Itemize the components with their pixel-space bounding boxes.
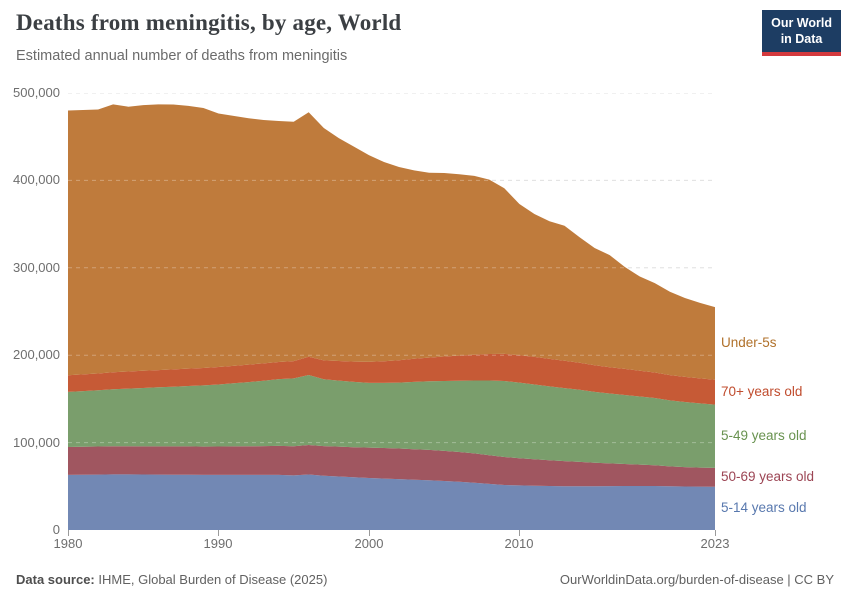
x-axis-tick-label-2010: 2010: [504, 536, 534, 551]
y-axis-tick-label-100000: 100,000: [13, 435, 60, 450]
owid-logo-line1: Our World: [771, 16, 832, 30]
legend-label-5-49-years-old[interactable]: 5-49 years old: [721, 428, 807, 443]
y-axis-tick-label-400000: 400,000: [13, 172, 60, 187]
legend-label-70-years-old[interactable]: 70+ years old: [721, 384, 803, 399]
y-axis-tick-label-200000: 200,000: [13, 347, 60, 362]
area-series-5-14-years-old[interactable]: [68, 474, 715, 530]
x-axis-tick-label-2000: 2000: [354, 536, 384, 551]
data-source-label: Data source:: [16, 572, 95, 587]
plot-area: [68, 93, 715, 530]
x-axis-tick-mark-2000: [369, 530, 370, 536]
stacked-area-svg: [68, 93, 715, 530]
y-axis-tick-label-0: 0: [52, 522, 60, 537]
data-source-text: IHME, Global Burden of Disease (2025): [94, 572, 328, 587]
x-axis-tick-label-2023: 2023: [700, 536, 730, 551]
owid-logo[interactable]: Our World in Data: [762, 10, 841, 56]
credit-link[interactable]: OurWorldinData.org/burden-of-disease | C…: [559, 572, 834, 587]
legend-label-50-69-years-old[interactable]: 50-69 years old: [721, 469, 815, 484]
x-axis-tick-mark-1990: [218, 530, 219, 536]
y-axis-tick-label-500000: 500,000: [13, 85, 60, 100]
legend-label-under-5s[interactable]: Under-5s: [721, 335, 777, 350]
chart-subtitle: Estimated annual number of deaths from m…: [16, 48, 348, 64]
area-series-70-years-old[interactable]: [68, 353, 715, 405]
area-series-5-49-years-old[interactable]: [68, 375, 715, 468]
y-axis-tick-label-300000: 300,000: [13, 260, 60, 275]
x-axis-tick-mark-2010: [519, 530, 520, 536]
x-axis-tick-label-1990: 1990: [203, 536, 233, 551]
legend-label-5-14-years-old[interactable]: 5-14 years old: [721, 500, 807, 515]
owid-logo-line2: in Data: [780, 32, 823, 47]
page-title: Deaths from meningitis, by age, World: [16, 10, 402, 35]
x-axis-tick-mark-2023: [715, 530, 716, 536]
x-axis-tick-label-1980: 1980: [53, 536, 83, 551]
chart-footer: Data source: IHME, Global Burden of Dise…: [16, 572, 834, 587]
data-source: Data source: IHME, Global Burden of Dise…: [16, 572, 327, 587]
x-axis-tick-mark-1980: [68, 530, 69, 536]
area-series-under-5s[interactable]: [68, 104, 715, 380]
area-series-50-69-years-old[interactable]: [68, 445, 715, 487]
